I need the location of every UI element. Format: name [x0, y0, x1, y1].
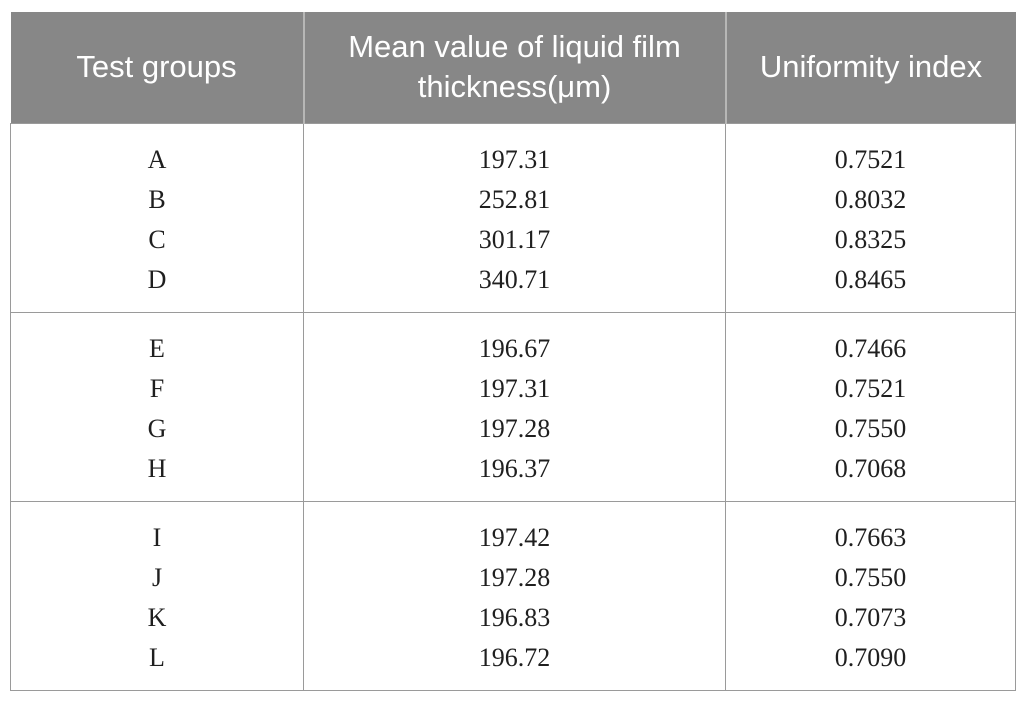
group-label: A	[147, 144, 167, 174]
uniformity-value: 0.7466	[834, 333, 907, 363]
header-mean-film-thickness: Mean value of liquid film thickness(μm)	[302, 12, 726, 123]
header-test-groups: Test groups	[10, 12, 304, 123]
group-label: G	[147, 413, 167, 443]
uniformity-value: 0.8325	[834, 224, 907, 254]
thickness-value: 196.67	[478, 333, 551, 363]
thickness-value: 301.17	[478, 224, 551, 254]
uniformity-value: 0.7521	[834, 373, 907, 403]
uniformity-value: 0.7550	[834, 413, 907, 443]
group-label: K	[147, 602, 167, 632]
thickness-value: 196.37	[478, 453, 551, 483]
group-3-thickness-cell: 197.42 197.28 196.83 196.72	[303, 500, 726, 691]
group-label: D	[147, 264, 167, 294]
table-group-3: I J K L 197.42 197.28 196.83 196.72 0.76…	[10, 500, 1016, 691]
table-group-2: E F G H 196.67 197.31 197.28 196.37 0.74…	[10, 311, 1016, 502]
uniformity-value: 0.8465	[834, 264, 907, 294]
uniformity-value: 0.7068	[834, 453, 907, 483]
uniformity-value: 0.7521	[834, 144, 907, 174]
group-2-uniformity-cell: 0.7466 0.7521 0.7550 0.7068	[725, 311, 1016, 502]
group-2-thickness-cell: 196.67 197.31 197.28 196.37	[303, 311, 726, 502]
group-3-uniformity-cell: 0.7663 0.7550 0.7073 0.7090	[725, 500, 1016, 691]
group-1-uniformity-cell: 0.7521 0.8032 0.8325 0.8465	[725, 122, 1016, 313]
group-label: F	[149, 373, 165, 403]
thickness-value: 252.81	[478, 184, 551, 214]
group-label: E	[149, 333, 165, 363]
uniformity-value: 0.7663	[834, 522, 907, 552]
thickness-value: 197.28	[478, 413, 551, 443]
group-label: C	[148, 224, 166, 254]
thickness-value: 197.42	[478, 522, 551, 552]
table-header: Test groups Mean value of liquid film th…	[10, 12, 1016, 123]
group-label: J	[151, 562, 163, 592]
uniformity-value: 0.8032	[834, 184, 907, 214]
thickness-value: 340.71	[478, 264, 551, 294]
thickness-value: 196.83	[478, 602, 551, 632]
thickness-value: 197.28	[478, 562, 551, 592]
group-label: I	[152, 522, 162, 552]
group-label: B	[148, 184, 166, 214]
header-uniformity-index: Uniformity index	[724, 12, 1016, 123]
uniformity-value: 0.7090	[834, 642, 907, 672]
group-2-labels-cell: E F G H	[10, 311, 304, 502]
group-1-thickness-cell: 197.31 252.81 301.17 340.71	[303, 122, 726, 313]
table-group-1: A B C D 197.31 252.81 301.17 340.71 0.75…	[10, 122, 1016, 313]
thickness-value: 196.72	[478, 642, 551, 672]
group-label: H	[147, 453, 167, 483]
group-label: L	[149, 642, 165, 672]
results-table: Test groups Mean value of liquid film th…	[10, 12, 1016, 691]
thickness-value: 197.31	[478, 144, 551, 174]
uniformity-value: 0.7550	[834, 562, 907, 592]
uniformity-value: 0.7073	[834, 602, 907, 632]
thickness-value: 197.31	[478, 373, 551, 403]
group-1-labels-cell: A B C D	[10, 122, 304, 313]
group-3-labels-cell: I J K L	[10, 500, 304, 691]
